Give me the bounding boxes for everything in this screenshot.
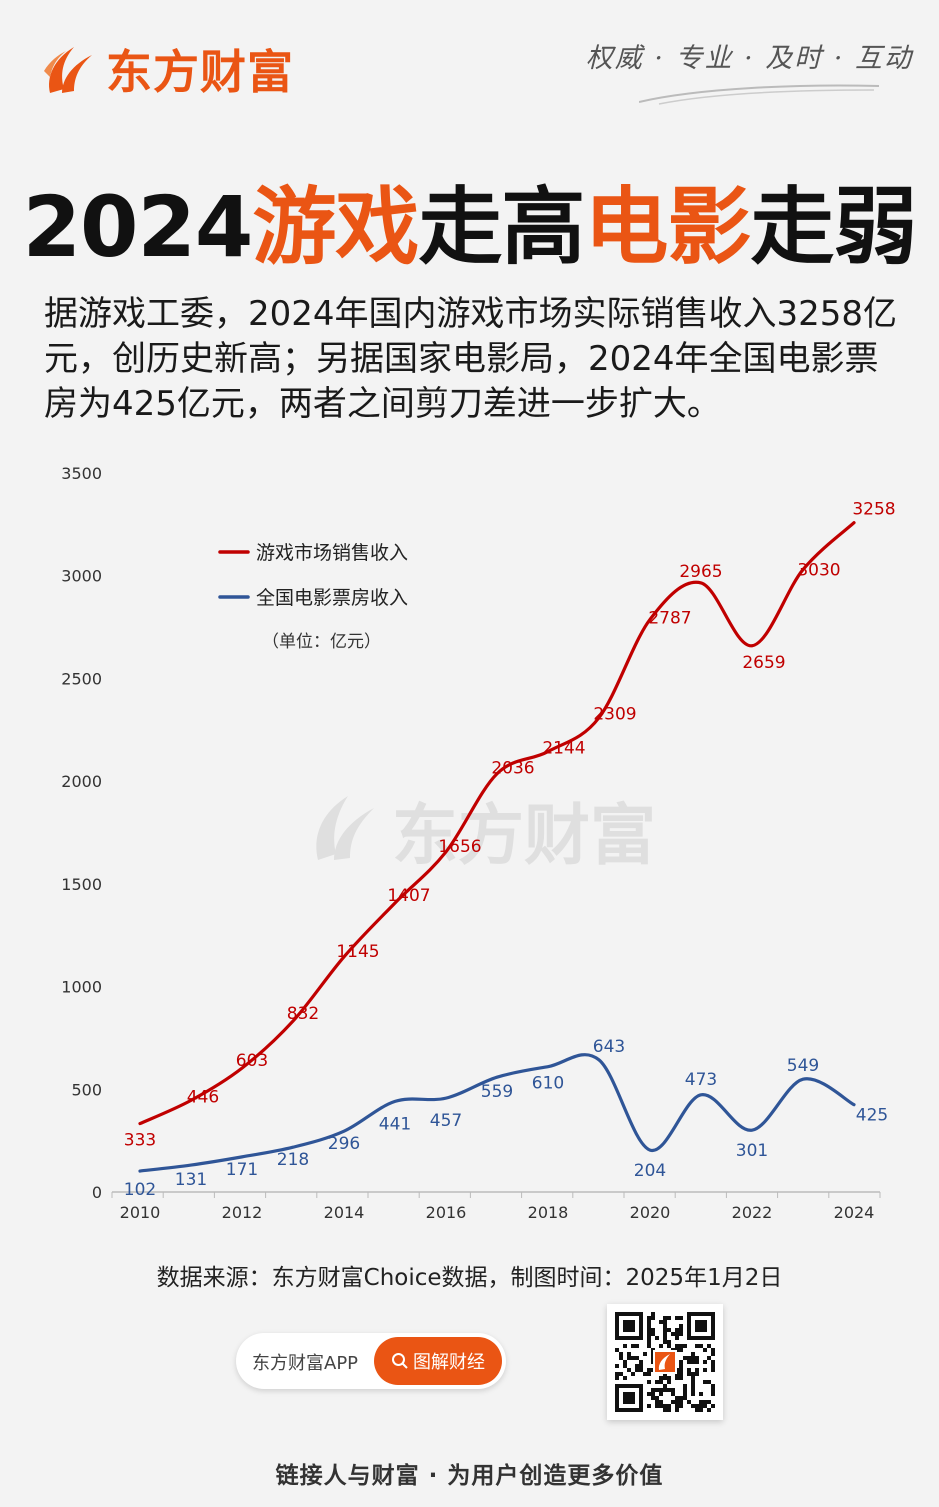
game-data-label: 1145 [336,942,379,962]
y-tick-label: 1000 [61,978,102,997]
movie-data-label: 102 [124,1180,156,1200]
graphic-finance-label: 图解财经 [413,1352,485,1373]
x-tick-label: 2012 [222,1203,263,1222]
data-source-note: 数据来源：东方财富Choice数据，制图时间：2025年1月2日 [156,1265,783,1291]
movie-data-label: 218 [277,1150,309,1170]
y-tick-label: 1500 [61,875,102,894]
y-tick-label: 2000 [61,772,102,791]
title-part-movies: 电影 [584,178,751,276]
movie-data-label: 457 [430,1111,462,1131]
title-part-rise: 走高 [418,178,585,276]
line-chart: 东方财富 2010 2012 2014 2016 2018 2020 2022 2024 0 50… [61,464,895,1222]
box-office-line [138,1053,856,1173]
game-data-label: 446 [187,1087,219,1107]
movie-data-label: 473 [685,1070,717,1090]
title-part-fall: 走弱 [750,178,917,276]
watermark: 东方财富 [316,796,656,874]
legend-label: 全国电影票房收入 [256,587,408,609]
x-tick-label: 2016 [426,1203,467,1222]
search-icon [392,1353,408,1369]
game-data-label: 333 [124,1131,156,1151]
movie-data-label: 549 [787,1056,819,1076]
x-tick-label: 2010 [120,1203,161,1222]
app-promo: 东方财富APP 图解财经 [236,1333,506,1389]
intro-text: 据游戏工委，2024年国内游戏市场实际销售收入3258亿元，创历史新高；另据国家… [44,294,898,424]
movie-data-label: 301 [736,1141,768,1161]
x-tick-label: 2020 [630,1203,671,1222]
brand-logo-icon [44,47,92,93]
y-tick-label: 500 [71,1080,102,1099]
graphic-finance-button[interactable]: 图解财经 [374,1337,502,1385]
slogan-swoosh [639,84,879,105]
footer-tagline: 链接人与财富 · 为用户创造更多价值 [275,1463,664,1489]
movie-data-label: 441 [379,1114,411,1134]
movie-data-label: 610 [532,1074,564,1094]
movie-data-label: 171 [226,1160,258,1180]
game-data-label: 832 [287,1004,319,1024]
app-name: 东方财富APP [252,1353,359,1374]
game-data-label: 3030 [797,561,840,581]
game-data-label: 2659 [742,653,785,673]
x-tick-label: 2024 [834,1203,875,1222]
game-data-label: 1656 [438,837,481,857]
unit-note: （单位：亿元） [262,632,381,652]
game-data-label: 603 [236,1051,268,1071]
y-tick-label: 3000 [61,567,102,586]
movie-data-label: 204 [634,1161,666,1181]
movie-data-label: 131 [175,1170,207,1190]
game-data-label: 2036 [491,759,534,779]
game-data-label: 3258 [852,500,895,520]
x-tick-label: 2014 [324,1203,365,1222]
movie-data-label: 643 [593,1037,625,1057]
game-data-label: 2309 [593,705,636,725]
movie-data-label: 425 [856,1106,888,1126]
legend-label: 游戏市场销售收入 [256,542,408,564]
brand-name: 东方财富 [106,45,294,99]
qr-code-image [615,1312,715,1412]
x-tick-label: 2018 [528,1203,569,1222]
brand-logo: 东方财富 [40,36,294,102]
movie-data-label: 559 [481,1082,513,1102]
title-part-games: 游戏 [252,178,419,276]
game-data-label: 1407 [387,886,430,906]
y-tick-label: 2500 [61,669,102,688]
game-data-label: 2965 [679,562,722,582]
y-tick-label: 0 [92,1183,102,1202]
slogan: 权威 · 专业 · 及时 · 互动 [585,43,913,74]
game-data-label: 2144 [542,739,585,759]
movie-data-label: 296 [328,1134,360,1154]
game-data-label: 2787 [648,608,691,628]
game-revenue-line [138,521,856,1126]
x-tick-label: 2022 [732,1203,773,1222]
page-title: 2024游戏走高电影走弱 [0,160,939,281]
watermark-text: 东方财富 [392,797,656,874]
y-tick-label: 3500 [61,464,102,483]
title-part-year: 2024 [22,178,254,276]
qr-code [607,1304,723,1420]
